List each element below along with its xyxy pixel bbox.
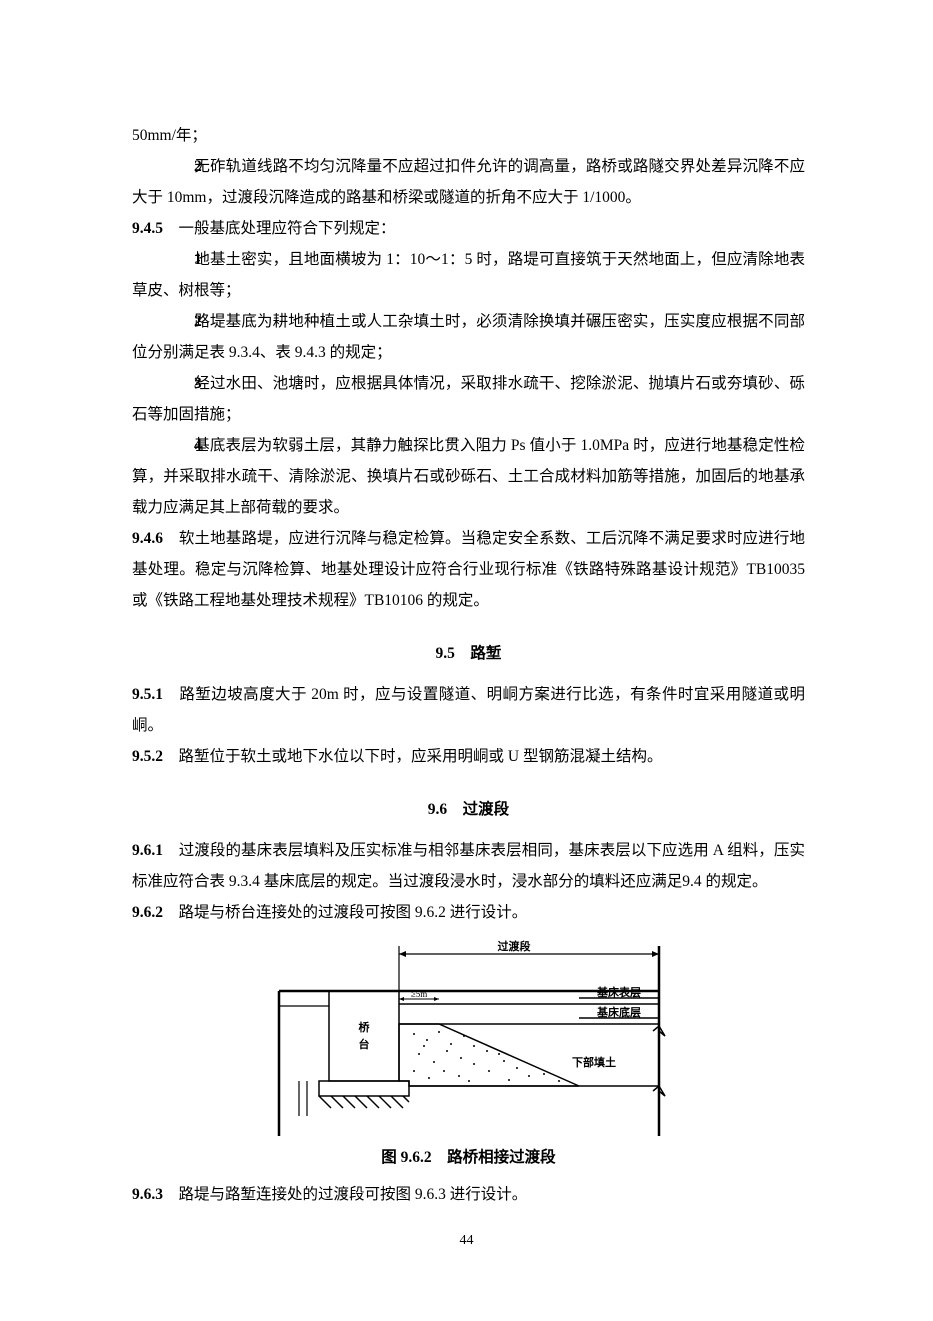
section-title: 路堑: [470, 645, 501, 662]
continued-line: 50mm/年；: [132, 120, 805, 151]
transition-diagram: 过渡段 桥 台: [269, 936, 669, 1136]
item-number: 1: [163, 244, 179, 275]
item-9-4-5-3: 3 经过水田、池塘时，应根据具体情况，采取排水疏干、挖除淤泥、抛填片石或夯填砂、…: [132, 368, 805, 430]
clause-number: 9.6.1: [132, 842, 163, 859]
clause-text: 软土地基路堤，应进行沉降与稳定检算。当稳定安全系数、工后沉降不满足要求时应进行地…: [132, 530, 805, 609]
item-text: 地基土密实，且地面横坡为 1：10～1：5 时，路堤可直接筑于天然地面上，但应清…: [132, 251, 805, 299]
clause-9-6-3: 9.6.3 路堤与路堑连接处的过渡段可按图 9.6.3 进行设计。: [132, 1179, 805, 1210]
clause-text: 路堤与路堑连接处的过渡段可按图 9.6.3 进行设计。: [179, 1186, 528, 1203]
clause-number: 9.4.6: [132, 530, 163, 547]
section-number: 9.6: [428, 801, 447, 818]
section-9-5-heading: 9.5 路堑: [132, 638, 805, 669]
clause-number: 9.6.3: [132, 1186, 163, 1203]
item-text: 基底表层为软弱土层，其静力触探比贯入阻力 Ps 值小于 1.0MPa 时，应进行…: [132, 437, 805, 516]
clause-title: 一般基底处理应符合下列规定：: [179, 220, 396, 237]
figure-label-slope: ≥5m: [410, 989, 426, 999]
figure-label-abutment-2: 台: [358, 1037, 369, 1051]
clause-number: 9.5.2: [132, 748, 163, 765]
figure-9-6-2: 过渡段 桥 台: [132, 936, 805, 1136]
item-9-4-5-2: 2 路堤基底为耕地种植土或人工杂填土时，必须清除换填并碾压密实，压实度应根据不同…: [132, 306, 805, 368]
section-title: 过渡段: [463, 801, 510, 818]
item-number: 2: [163, 151, 179, 182]
item-text: 路堤基底为耕地种植土或人工杂填土时，必须清除换填并碾压密实，压实度应根据不同部位…: [132, 313, 805, 361]
clause-9-5-1: 9.5.1 路堑边坡高度大于 20m 时，应与设置隧道、明峒方案进行比选，有条件…: [132, 679, 805, 741]
page-number: 44: [0, 1233, 933, 1249]
item-number: 4: [163, 430, 179, 461]
figure-caption: 图 9.6.2 路桥相接过渡段: [132, 1142, 805, 1173]
item-9-4-5-1: 1 地基土密实，且地面横坡为 1：10～1：5 时，路堤可直接筑于天然地面上，但…: [132, 244, 805, 306]
section-number: 9.5: [436, 645, 455, 662]
clause-text: 过渡段的基床表层填料及压实标准与相邻基床表层相同，基床表层以下应选用 A 组料，…: [132, 842, 805, 890]
item-9-4-5-4: 4 基底表层为软弱土层，其静力触探比贯入阻力 Ps 值小于 1.0MPa 时，应…: [132, 430, 805, 523]
clause-number: 9.4.5: [132, 220, 163, 237]
clause-9-5-2: 9.5.2 路堑位于软土或地下水位以下时，应采用明峒或 U 型钢筋混凝土结构。: [132, 741, 805, 772]
clause-text: 路堑边坡高度大于 20m 时，应与设置隧道、明峒方案进行比选，有条件时宜采用隧道…: [132, 686, 805, 734]
clause-9-6-1: 9.6.1 过渡段的基床表层填料及压实标准与相邻基床表层相同，基床表层以下应选用…: [132, 835, 805, 897]
item-text: 经过水田、池塘时，应根据具体情况，采取排水疏干、挖除淤泥、抛填片石或夯填砂、砾石…: [132, 375, 805, 423]
clause-9-6-2: 9.6.2 路堤与桥台连接处的过渡段可按图 9.6.2 进行设计。: [132, 897, 805, 928]
figure-label-abutment-1: 桥: [358, 1020, 370, 1034]
clause-text: 路堤与桥台连接处的过渡段可按图 9.6.2 进行设计。: [179, 904, 528, 921]
clause-text: 路堑位于软土或地下水位以下时，应采用明峒或 U 型钢筋混凝土结构。: [179, 748, 663, 765]
clause-number: 9.6.2: [132, 904, 163, 921]
document-content: 50mm/年； 2 无砟轨道线路不均匀沉降量不应超过扣件允许的调高量，路桥或路隧…: [132, 120, 805, 1210]
clause-number: 9.5.1: [132, 686, 163, 703]
item-number: 3: [163, 368, 179, 399]
figure-label-surface: 基床表层: [596, 985, 641, 999]
item-9-4-4-2: 2 无砟轨道线路不均匀沉降量不应超过扣件允许的调高量，路桥或路隧交界处差异沉降不…: [132, 151, 805, 213]
figure-label-fill: 下部填土: [572, 1055, 616, 1069]
section-9-6-heading: 9.6 过渡段: [132, 794, 805, 825]
clause-9-4-5: 9.4.5 一般基底处理应符合下列规定：: [132, 213, 805, 244]
figure-label-transition: 过渡段: [497, 939, 530, 953]
clause-9-4-6: 9.4.6 软土地基路堤，应进行沉降与稳定检算。当稳定安全系数、工后沉降不满足要…: [132, 523, 805, 616]
figure-label-bottom: 基床底层: [596, 1005, 641, 1019]
item-number: 2: [163, 306, 179, 337]
item-text: 无砟轨道线路不均匀沉降量不应超过扣件允许的调高量，路桥或路隧交界处差异沉降不应大…: [132, 158, 805, 206]
